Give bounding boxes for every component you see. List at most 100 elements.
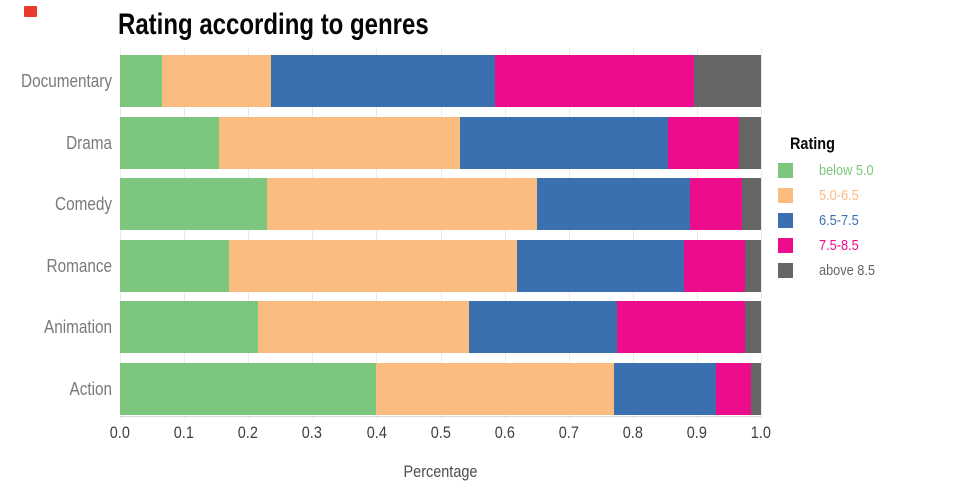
gridline [312,48,314,419]
bar-segment [684,239,745,292]
x-axis-title: Percentage [120,462,761,482]
bar-segment [536,178,691,231]
bar-segment [120,178,268,231]
legend-label: 5.0-6.5 [819,187,866,204]
bar-segment [228,239,518,292]
bar-segment [120,239,229,292]
bar-segment [690,178,742,231]
red-marker [24,6,37,17]
gridline [376,48,378,419]
bar-row [120,178,761,231]
bar-segment [616,301,745,354]
legend-label: 7.5-8.5 [819,237,866,254]
x-tick-label-text: 0.2 [238,423,259,442]
legend-swatch [778,188,793,203]
legend: Rating below 5.0 5.0-6.5 6.5-7.5 7.5-8.5 abo… [778,134,958,288]
bar-segment [494,55,694,107]
legend-label-text: 5.0-6.5 [819,187,859,204]
gridline [761,48,762,419]
gridline [696,48,698,419]
legend-swatch [778,163,793,178]
category-label: Documentary [0,55,112,107]
bar-segment [613,363,717,415]
legend-label-text: below 5.0 [819,162,874,179]
bar-segment [120,363,377,415]
bar-segment [741,178,761,231]
category-label: Action [0,363,112,415]
category-label: Drama [0,117,112,169]
legend-swatch [778,263,793,278]
category-label-text: Comedy [55,194,112,215]
bar-segment [459,116,669,169]
legend-title-text: Rating [790,134,835,153]
bar-segment [668,116,739,169]
x-tick-label-text: 0.8 [622,423,643,442]
bar-segment [716,363,752,415]
x-tick-label-text: 0.4 [366,423,387,442]
x-tick-label: 0.3 [282,423,342,443]
x-tick-label: 0.6 [475,423,535,443]
gridline [632,48,634,419]
x-tick-label: 0.2 [218,423,278,443]
gridline [120,48,121,419]
bar-segment [219,116,460,169]
category-label-text: Action [69,379,112,399]
category-label: Animation [0,301,112,353]
x-tick-label: 0.0 [90,423,150,443]
category-label-text: Animation [43,317,112,338]
bar-segment [120,55,162,107]
bar-segment [517,239,685,292]
bar-segment [744,239,761,292]
x-tick-label: 1.0 [731,423,791,443]
x-tick-label-text: 0.7 [558,423,579,442]
x-tick-label-text: 0.3 [302,423,323,442]
gridline [248,48,250,419]
chart-title: Rating according to genres [118,8,506,42]
chart-title-text: Rating according to genres [118,8,429,41]
legend-label: below 5.0 [819,162,883,179]
legend-label-text: 6.5-7.5 [819,212,859,229]
category-label-text: Documentary [21,71,112,91]
x-tick-label: 0.7 [539,423,599,443]
legend-item: above 8.5 [778,262,958,279]
legend-item: below 5.0 [778,162,958,179]
bar-segment [267,178,537,231]
x-axis-title-text: Percentage [403,462,478,481]
gridline [568,48,570,419]
bar-segment [738,116,761,169]
x-tick-label-text: 0.9 [686,423,707,442]
legend-label-text: 7.5-8.5 [819,237,859,254]
bar-row [120,239,761,292]
x-tick-label: 0.5 [411,423,471,443]
bar-row [120,116,761,169]
bar-row [120,55,761,107]
category-label-text: Drama [66,132,112,153]
bar-segment [376,363,614,415]
bar-segment [469,301,617,354]
legend-label-text: above 8.5 [819,262,876,279]
gridline [440,48,442,419]
gridline [504,48,506,419]
bar-segment [751,363,761,415]
bar-segment [693,55,761,107]
category-label: Romance [0,240,112,292]
bar-segment [270,55,495,107]
x-tick-label: 0.8 [603,423,663,443]
legend-title: Rating [778,134,958,154]
bar-segment [257,301,470,354]
legend-label: 6.5-7.5 [819,212,866,229]
bar-segment [120,116,220,169]
legend-swatch [778,238,793,253]
x-tick-label-text: 1.0 [750,423,772,442]
x-tick-label-text: 0.0 [109,423,131,442]
legend-item: 6.5-7.5 [778,212,958,229]
legend-item: 5.0-6.5 [778,187,958,204]
x-tick-label: 0.1 [154,423,214,443]
gridline [184,48,186,419]
x-tick-label: 0.9 [667,423,727,443]
bar-segment [161,55,271,107]
x-tick-label-text: 0.1 [174,423,195,442]
bar-segment [744,301,761,354]
bar-row [120,363,761,415]
